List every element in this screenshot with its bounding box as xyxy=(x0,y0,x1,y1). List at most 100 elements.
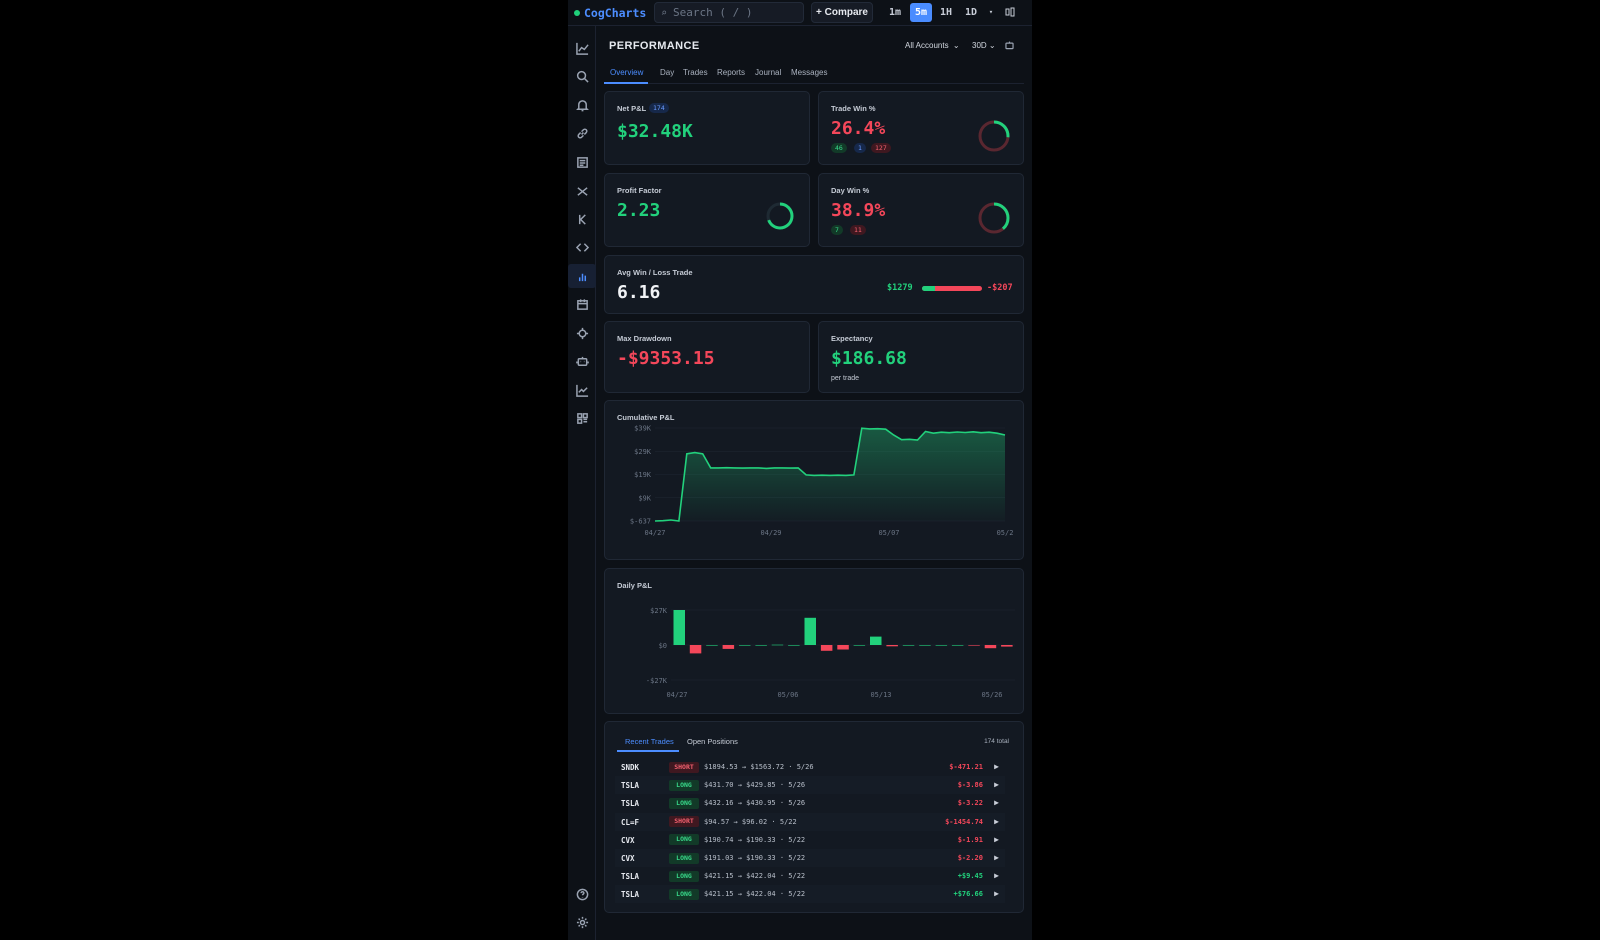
daily-pnl-bar xyxy=(722,645,735,649)
range-select-value: 30D xyxy=(972,41,987,50)
net-pnl-value: $32.48K xyxy=(617,121,693,142)
trade-row[interactable]: TSLA LONG $432.16 → $430.95 · 5/26 $-3.22 ▶ xyxy=(615,794,1005,812)
x-tick-label: 05/13 xyxy=(870,691,891,699)
active-trades-tab-indicator xyxy=(617,750,679,752)
compare-button[interactable]: + Compare xyxy=(811,2,873,23)
daily-pnl-bar xyxy=(902,645,915,646)
daily-pnl-chart: $27K $0 -$27K 04/27 05/06 05/13 05/26 xyxy=(646,607,1015,699)
brand-logo[interactable]: CogCharts xyxy=(574,6,646,20)
bar-chart-icon[interactable] xyxy=(568,264,596,288)
y-tick-label: $9K xyxy=(638,494,651,502)
bell-icon[interactable] xyxy=(568,93,596,117)
trade-win-card: Trade Win % 26.4% 46 1 127 xyxy=(818,91,1024,165)
target-icon[interactable] xyxy=(568,321,596,345)
search-input[interactable]: ⌕ Search ( / ) xyxy=(654,2,804,23)
tab-journal[interactable]: Journal xyxy=(755,68,782,77)
scissors-icon[interactable] xyxy=(568,179,596,203)
cumulative-area xyxy=(655,428,1005,521)
grid-icon[interactable] xyxy=(568,406,596,430)
play-icon[interactable]: ▶ xyxy=(994,798,999,808)
play-icon[interactable]: ▶ xyxy=(994,889,999,899)
timeframe-1d[interactable]: 1D xyxy=(964,7,978,18)
winning-days-badge: 7 xyxy=(831,225,843,235)
trade-side-badge: LONG xyxy=(669,888,699,900)
tab-day[interactable]: Day xyxy=(660,68,675,77)
trade-row[interactable]: TSLA LONG $431.70 → $429.85 · 5/26 $-3.86 ▶ xyxy=(615,776,1005,795)
trade-pnl: $-471.21 xyxy=(949,763,983,771)
tab-recent-trades[interactable]: Recent Trades xyxy=(625,737,674,746)
expectancy-sub: per trade xyxy=(831,375,860,382)
y-tick-label: $19K xyxy=(634,471,652,479)
code-icon[interactable] xyxy=(568,235,596,259)
daily-pnl-bar xyxy=(870,636,882,645)
trade-win-value: 26.4% xyxy=(831,118,886,139)
account-select[interactable]: All Accounts ⌄ xyxy=(900,38,962,53)
wins-badge: 46 xyxy=(831,143,847,153)
search-icon[interactable] xyxy=(568,64,596,88)
trade-row[interactable]: SNDK SHORT $1894.53 → $1563.72 · 5/26 $-471… xyxy=(615,758,1005,776)
x-tick-label: 05/26 xyxy=(981,691,1002,699)
day-win-donut xyxy=(978,202,1010,234)
tab-open-positions[interactable]: Open Positions xyxy=(687,737,738,746)
trade-pnl: $-1.91 xyxy=(957,835,983,844)
timeframe-1m[interactable]: 1m xyxy=(888,7,902,18)
active-tab-indicator xyxy=(604,82,648,84)
timeframe-5m[interactable]: 5m xyxy=(910,3,932,22)
trade-row[interactable]: TSLA LONG $421.15 → $422.04 · 5/22 +$76.66 ▶ xyxy=(615,885,1005,904)
daily-pnl-bar xyxy=(935,645,948,646)
daily-pnl-card: Daily P&L $27K $0 -$27K 04/27 05/06 05/13 05/2… xyxy=(604,568,1024,714)
play-icon[interactable]: ▶ xyxy=(994,816,999,826)
trade-symbol: CL=F xyxy=(621,817,640,827)
avg-loss-amount: -$207 xyxy=(987,283,1013,293)
news-icon[interactable] xyxy=(568,150,596,174)
settings-icon[interactable] xyxy=(568,910,596,934)
robot-button[interactable] xyxy=(1004,38,1018,53)
trades-total: 174 total xyxy=(984,738,1009,745)
play-icon[interactable]: ▶ xyxy=(994,780,999,790)
trade-side-badge: LONG xyxy=(669,870,699,882)
trade-row[interactable]: TSLA LONG $421.15 → $422.04 · 5/22 +$9.45 ▶ xyxy=(615,867,1005,885)
daily-pnl-bar xyxy=(739,645,751,646)
tab-trades[interactable]: Trades xyxy=(683,68,708,77)
status-dot-icon xyxy=(574,10,580,16)
trade-row[interactable]: CVX LONG $191.03 → $190.33 · 5/22 $-2.20 ▶ xyxy=(615,849,1005,867)
candles-icon[interactable] xyxy=(1002,3,1018,22)
net-pnl-card: Net P&L 174 $32.48K xyxy=(604,91,810,165)
robot-icon[interactable] xyxy=(568,349,596,373)
tab-messages[interactable]: Messages xyxy=(791,68,828,77)
chevron-down-icon: ⌄ xyxy=(952,41,960,50)
k-icon[interactable] xyxy=(568,207,596,231)
trade-description: $191.03 → $190.33 · 5/22 xyxy=(704,854,806,862)
y-tick-label: $29K xyxy=(634,448,652,456)
trade-row[interactable]: CVX LONG $190.74 → $190.33 · 5/22 $-1.91 ▶ xyxy=(615,831,1005,849)
y-tick-label: $39K xyxy=(634,425,652,433)
y-tick-label: $27K xyxy=(650,607,668,615)
timeframe-1h[interactable]: 1H xyxy=(939,7,953,18)
avg-win-loss-label: Avg Win / Loss Trade xyxy=(617,268,693,277)
calendar-icon[interactable] xyxy=(568,292,596,316)
play-icon[interactable]: ▶ xyxy=(994,834,999,844)
x-tick-label: 05/07 xyxy=(878,529,899,537)
trade-side-badge: LONG xyxy=(669,797,699,809)
play-icon[interactable]: ▶ xyxy=(994,762,999,771)
play-icon[interactable]: ▶ xyxy=(994,853,999,862)
trade-side-badge: SHORT xyxy=(669,761,699,773)
play-icon[interactable]: ▶ xyxy=(994,871,999,881)
trade-description: $431.70 → $429.85 · 5/26 xyxy=(704,781,806,790)
line-chart-icon[interactable] xyxy=(568,378,596,402)
tab-overview[interactable]: Overview xyxy=(610,68,644,77)
chart-icon[interactable] xyxy=(568,36,596,60)
donut-fill xyxy=(978,120,1010,152)
daily-pnl-bar xyxy=(771,644,784,646)
range-select[interactable]: 30D ⌄ xyxy=(968,38,1000,53)
daily-pnl-bar xyxy=(837,645,849,650)
sidebar xyxy=(568,26,596,940)
tab-reports[interactable]: Reports xyxy=(717,68,746,77)
timeframe-more-icon[interactable]: ▾ xyxy=(988,8,994,16)
trade-row[interactable]: CL=F SHORT $94.57 → $96.02 · 5/22 $-1454.74… xyxy=(615,812,1005,831)
help-icon[interactable] xyxy=(568,882,596,906)
link-icon[interactable] xyxy=(568,121,596,145)
account-select-value: All Accounts xyxy=(905,41,949,50)
y-tick-label: $-637 xyxy=(630,518,651,526)
cumulative-pnl-chart: $39K $29K $19K $9K $-637 04/27 04/29 05/07 05/2 xyxy=(630,425,1014,538)
